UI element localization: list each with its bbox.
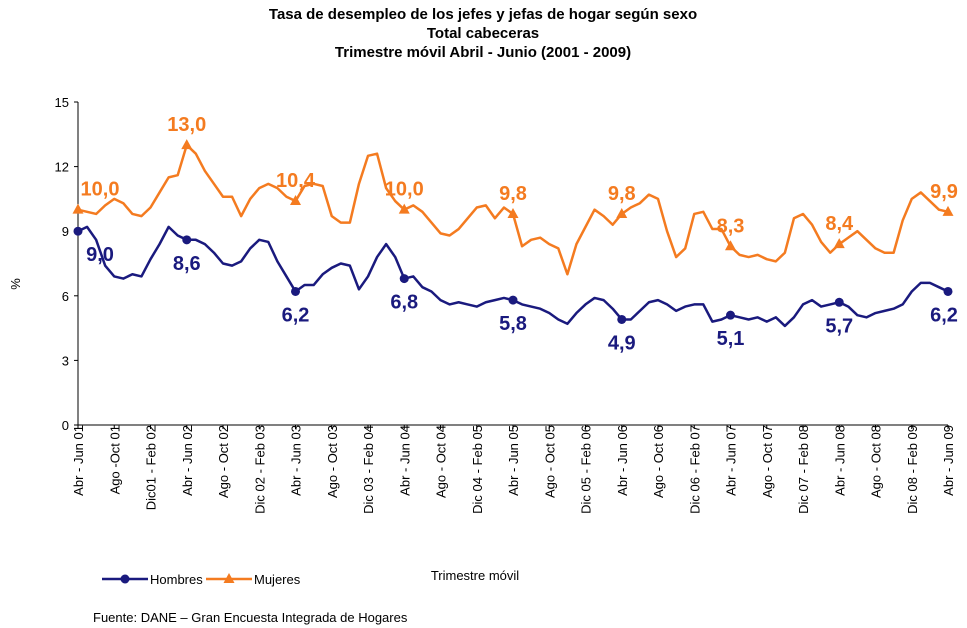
marker xyxy=(399,274,409,284)
marker xyxy=(398,203,410,214)
data-label: 8,6 xyxy=(173,253,201,275)
x-tick-label: Abr - Jun 01 xyxy=(71,425,86,496)
marker xyxy=(725,240,736,251)
marker xyxy=(942,205,954,216)
x-tick-label: Abr - Jun 08 xyxy=(832,425,847,496)
data-label: 6,2 xyxy=(282,304,310,326)
marker xyxy=(72,203,84,214)
x-tick-label: Ago - Oct 06 xyxy=(651,425,666,498)
y-tick-label: 6 xyxy=(62,289,69,304)
marker xyxy=(181,139,193,150)
source: Fuente: DANE – Gran Encuesta Integrada d… xyxy=(93,610,408,625)
marker xyxy=(833,238,845,249)
x-tick-label: Dic 05 - Feb 06 xyxy=(579,425,594,514)
x-tick-label: Abr - Jun 02 xyxy=(180,425,195,496)
marker xyxy=(290,195,301,206)
x-tick-label: Abr - Jun 05 xyxy=(506,425,521,496)
marker xyxy=(617,314,627,324)
data-label: 9,0 xyxy=(86,244,114,266)
data-label: 13,0 xyxy=(167,114,206,136)
data-label: 4,9 xyxy=(608,332,636,354)
data-label: 10,4 xyxy=(276,170,316,192)
data-label: 5,1 xyxy=(717,328,745,350)
legend-label: Mujeres xyxy=(254,572,301,587)
x-tick-label: Abr - Jun 04 xyxy=(397,425,412,496)
x-tick-label: Ago -Oct 01 xyxy=(107,425,122,494)
x-tick-label: Abr - Jun 03 xyxy=(289,425,304,496)
y-tick-label: 9 xyxy=(62,224,69,239)
data-label: 8,4 xyxy=(825,213,854,235)
data-label: 9,9 xyxy=(930,181,958,203)
marker xyxy=(182,235,192,245)
y-axis-label: % xyxy=(8,278,23,290)
data-label: 6,8 xyxy=(390,292,418,314)
x-tick-label: Dic 08 - Feb 09 xyxy=(905,425,920,514)
chart-subtitle: Total cabeceras xyxy=(427,25,539,42)
x-tick-label: Ago - Oct 05 xyxy=(542,425,557,498)
chart-title: Tasa de desempleo de los jefes y jefas d… xyxy=(269,6,697,23)
x-tick-label: Dic 02 - Feb 03 xyxy=(252,425,267,514)
marker xyxy=(73,226,83,236)
x-tick-label: Abr - Jun 06 xyxy=(615,425,630,496)
x-tick-label: Ago - Oct 03 xyxy=(325,425,340,498)
y-tick-label: 12 xyxy=(55,160,69,175)
y-tick-label: 3 xyxy=(62,353,69,368)
marker xyxy=(726,310,735,320)
marker xyxy=(507,207,519,218)
data-label: 6,2 xyxy=(930,304,958,326)
x-tick-label: Dic 03 - Feb 04 xyxy=(361,425,376,514)
y-tick-label: 0 xyxy=(62,418,69,433)
x-tick-label: Dic 04 - Feb 05 xyxy=(470,425,485,514)
chart-subtitle: Trimestre móvil Abril - Junio (2001 - 20… xyxy=(335,44,631,61)
x-tick-label: Dic 06 - Feb 07 xyxy=(687,425,702,514)
legend-label: Hombres xyxy=(150,572,203,587)
x-tick-label: Ago - Oct 08 xyxy=(869,425,884,498)
x-axis-label: Trimestre móvil xyxy=(431,568,519,583)
data-label: 9,8 xyxy=(608,183,636,205)
x-tick-label: Dic 07 - Feb 08 xyxy=(796,425,811,514)
marker xyxy=(508,295,518,305)
data-label: 5,8 xyxy=(499,313,527,335)
data-label: 9,8 xyxy=(499,183,527,205)
x-tick-label: Abr - Jun 07 xyxy=(724,425,739,496)
data-label: 10,0 xyxy=(81,179,120,201)
marker xyxy=(616,207,628,218)
series-line xyxy=(77,225,949,328)
x-tick-label: Ago - Oct 04 xyxy=(434,425,449,498)
data-label: 10,0 xyxy=(385,179,424,201)
x-tick-label: Ago - Oct 07 xyxy=(760,425,775,498)
x-tick-label: Abr - Jun 09 xyxy=(941,425,956,496)
legend-marker xyxy=(120,574,130,584)
marker xyxy=(291,286,300,296)
data-label: 5,7 xyxy=(825,315,853,337)
legend-marker xyxy=(223,573,235,583)
y-tick-label: 15 xyxy=(55,95,69,110)
x-tick-label: Dic01 - Feb 02 xyxy=(144,425,159,510)
marker xyxy=(943,286,953,296)
x-tick-label: Ago - Oct 02 xyxy=(216,425,231,498)
marker xyxy=(834,297,844,307)
data-label: 8,3 xyxy=(717,215,745,237)
